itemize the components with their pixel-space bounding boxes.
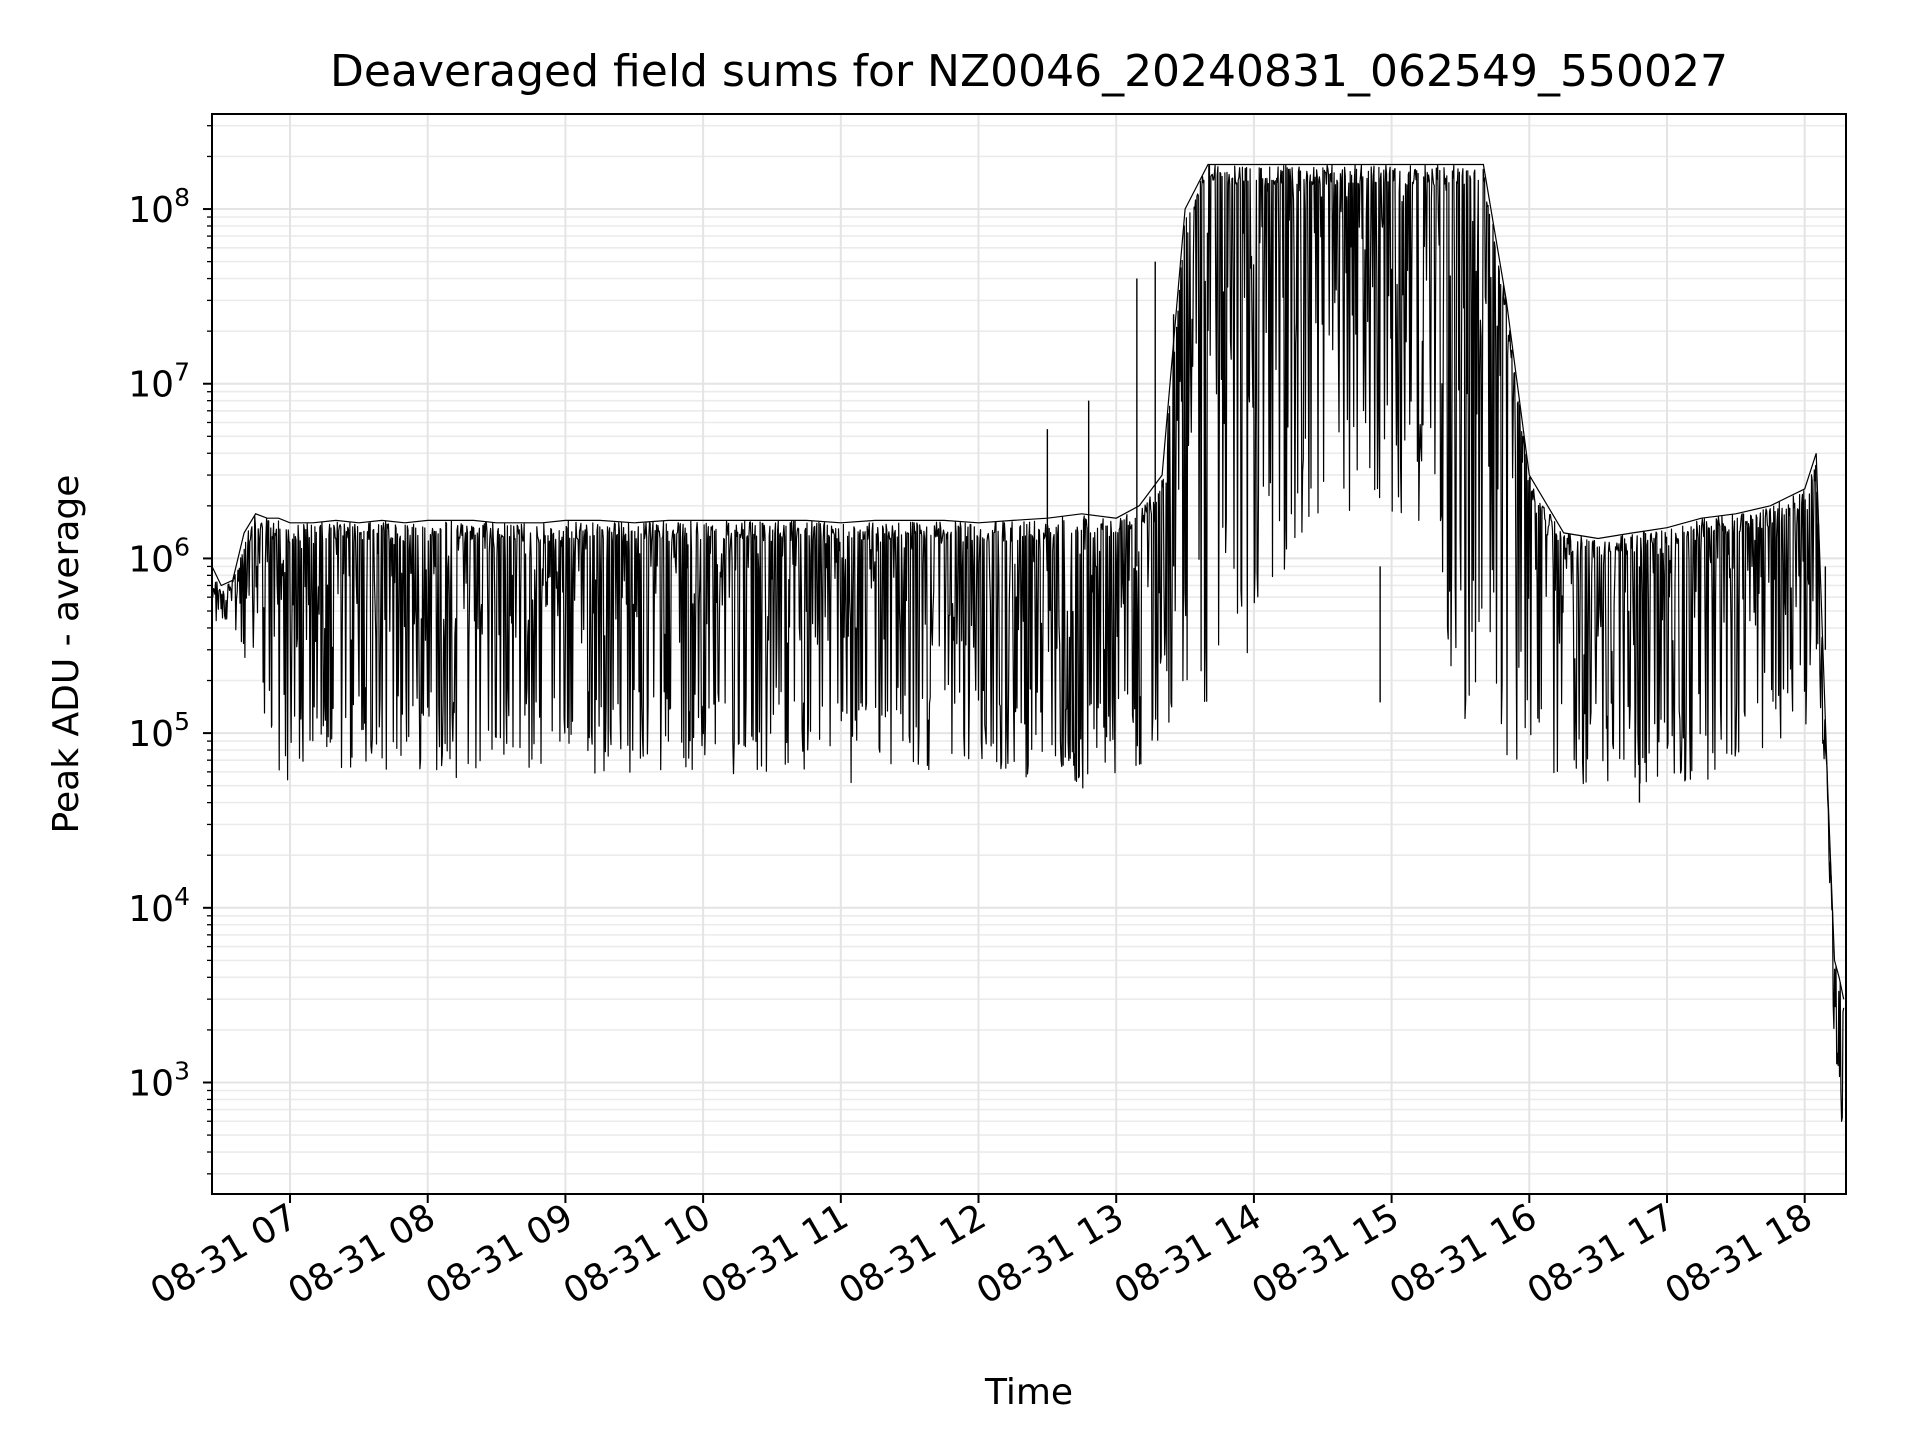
plot-frame — [211, 113, 1847, 1195]
y-tick-label: 108 — [128, 183, 190, 231]
y-axis-label: Peak ADU - average — [46, 475, 87, 834]
series-upper-envelope — [211, 163, 1845, 1000]
plot-series — [211, 163, 1845, 1122]
x-axis-label: Time — [984, 1372, 1073, 1413]
y-tick-label: 103 — [128, 1056, 190, 1104]
y-tick-label: 105 — [128, 707, 190, 755]
y-tick-label: 104 — [128, 882, 190, 930]
chart-title: Deaveraged field sums for NZ0046_2024083… — [330, 46, 1728, 97]
y-tick-label: 106 — [128, 532, 190, 580]
grid — [212, 114, 1846, 1194]
series-line — [211, 164, 1845, 1122]
y-tick-label: 107 — [128, 358, 190, 406]
